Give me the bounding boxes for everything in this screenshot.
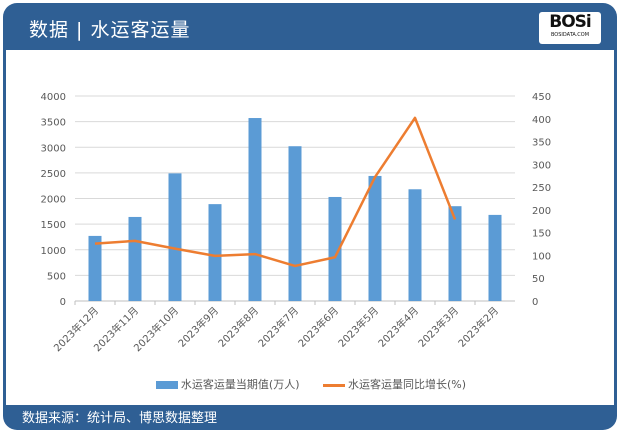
bosi-logo: BOSi BOSIDATA.COM bbox=[539, 12, 601, 44]
bar bbox=[168, 173, 182, 301]
chart-area bbox=[6, 50, 614, 405]
right-axis-tick: 100 bbox=[532, 251, 551, 262]
x-axis-label: 2023年6月 bbox=[295, 304, 341, 350]
left-axis-tick: 1500 bbox=[41, 220, 66, 231]
x-axis-label: 2023年2月 bbox=[455, 304, 501, 350]
x-axis-label: 2023年4月 bbox=[375, 304, 421, 350]
right-axis-tick: 50 bbox=[532, 274, 545, 285]
x-axis-label: 2023年3月 bbox=[415, 304, 461, 350]
x-axis-label: 2023年7月 bbox=[255, 304, 301, 350]
left-axis-tick: 1000 bbox=[41, 246, 66, 257]
legend-label: 水运客运量当期值(万人) bbox=[180, 378, 300, 391]
left-axis-tick: 2000 bbox=[41, 195, 66, 206]
legend-swatch-line bbox=[323, 383, 346, 387]
right-axis-tick: 400 bbox=[532, 115, 551, 126]
data-source: 数据来源：统计局、博思数据整理 bbox=[22, 411, 218, 426]
legend: 水运客运量当期值(万人) 水运客运量同比增长(%) bbox=[0, 376, 622, 392]
left-axis-tick: 4000 bbox=[41, 92, 66, 103]
left-axis-tick: 3000 bbox=[41, 143, 66, 154]
left-axis-tick: 0 bbox=[60, 297, 66, 308]
right-axis-tick: 450 bbox=[532, 92, 551, 103]
bar bbox=[128, 216, 142, 301]
x-axis-label: 2023年9月 bbox=[175, 304, 221, 350]
growth-line bbox=[94, 116, 457, 268]
bar bbox=[488, 214, 502, 301]
bar bbox=[288, 146, 302, 301]
bar bbox=[408, 189, 422, 301]
x-axis-label: 2023年5月 bbox=[335, 304, 381, 350]
x-axis-label: 2023年8月 bbox=[215, 304, 261, 350]
bar bbox=[328, 196, 342, 301]
left-axis-tick: 3500 bbox=[41, 118, 66, 129]
left-axis-tick: 500 bbox=[47, 271, 66, 282]
panel-frame: 数据 | 水运客运量 BOSi BOSIDATA.COM bbox=[3, 3, 617, 430]
bar bbox=[248, 118, 262, 301]
legend-swatch-bar bbox=[155, 381, 178, 389]
right-axis-tick: 300 bbox=[532, 160, 551, 171]
page-title: 数据 | 水运客运量 bbox=[29, 19, 191, 41]
right-axis-tick: 0 bbox=[532, 297, 538, 308]
bar bbox=[448, 206, 462, 301]
bar bbox=[208, 204, 222, 301]
legend-item-bar: 水运客运量当期值(万人) bbox=[155, 378, 300, 391]
legend-label: 水运客运量同比增长(%) bbox=[348, 378, 467, 391]
right-axis-tick: 200 bbox=[532, 206, 551, 217]
right-axis-tick: 350 bbox=[532, 138, 551, 149]
right-axis-tick: 150 bbox=[532, 229, 551, 240]
left-axis-tick: 2500 bbox=[41, 169, 66, 180]
bar bbox=[368, 175, 382, 301]
bar bbox=[88, 235, 102, 301]
legend-item-line: 水运客运量同比增长(%) bbox=[323, 378, 466, 391]
right-axis-tick: 250 bbox=[532, 183, 551, 194]
